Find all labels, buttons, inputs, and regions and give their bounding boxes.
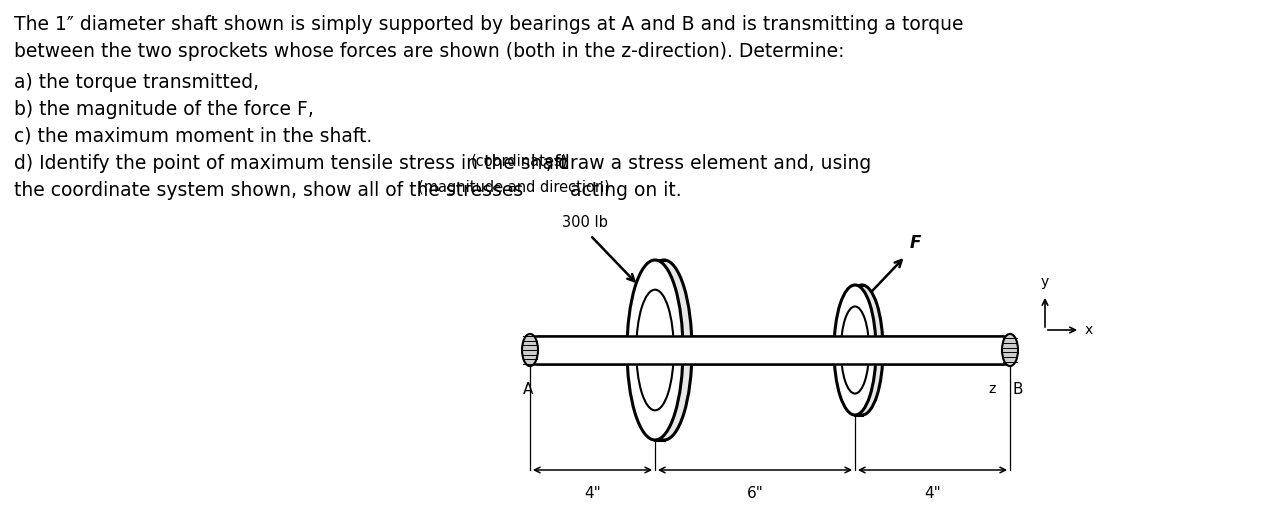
Text: y: y bbox=[1041, 275, 1049, 289]
Text: d) Identify the point of maximum tensile stress in the shaft: d) Identify the point of maximum tensile… bbox=[14, 154, 574, 173]
Text: (coordinates): (coordinates) bbox=[470, 153, 568, 168]
Text: 300 lb: 300 lb bbox=[562, 215, 609, 230]
Ellipse shape bbox=[627, 260, 683, 440]
Text: the coordinate system shown, show all of the stresses: the coordinate system shown, show all of… bbox=[14, 181, 529, 200]
Ellipse shape bbox=[1003, 334, 1018, 366]
Text: (magnitude and direction): (magnitude and direction) bbox=[418, 180, 610, 195]
Text: 6"dia: 6"dia bbox=[646, 331, 683, 345]
Text: 4": 4" bbox=[584, 486, 601, 501]
Text: 6": 6" bbox=[746, 486, 763, 501]
Text: B: B bbox=[1013, 382, 1023, 397]
Text: acting on it.: acting on it. bbox=[564, 181, 681, 200]
Text: b) the magnitude of the force F,: b) the magnitude of the force F, bbox=[14, 100, 314, 119]
Ellipse shape bbox=[834, 285, 876, 415]
Ellipse shape bbox=[636, 260, 692, 440]
Text: A: A bbox=[523, 382, 533, 397]
Ellipse shape bbox=[523, 334, 538, 366]
Text: x: x bbox=[1085, 323, 1093, 337]
Text: a) the torque transmitted,: a) the torque transmitted, bbox=[14, 73, 259, 92]
Ellipse shape bbox=[840, 307, 869, 394]
Ellipse shape bbox=[636, 290, 674, 411]
Text: 4": 4" bbox=[924, 486, 941, 501]
Text: c) the maximum moment in the shaft.: c) the maximum moment in the shaft. bbox=[14, 127, 372, 146]
Ellipse shape bbox=[840, 285, 883, 415]
Text: z: z bbox=[988, 382, 996, 396]
Text: , draw a stress element and, using: , draw a stress element and, using bbox=[546, 154, 871, 173]
Text: F: F bbox=[910, 234, 921, 252]
Text: 4"dia: 4"dia bbox=[844, 333, 882, 347]
Text: between the two sprockets whose forces are shown (both in the z-direction). Dete: between the two sprockets whose forces a… bbox=[14, 42, 844, 61]
Text: The 1″ diameter shaft shown is simply supported by bearings at A and B and is tr: The 1″ diameter shaft shown is simply su… bbox=[14, 15, 964, 34]
